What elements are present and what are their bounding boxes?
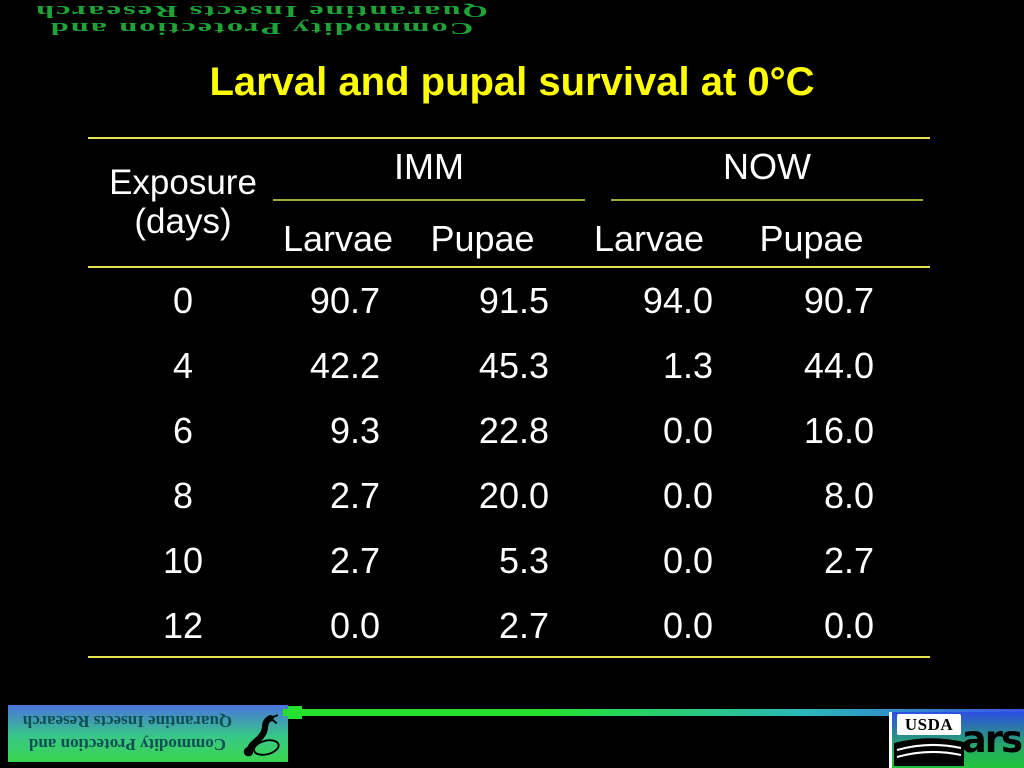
imm-pupae-cell: 20.0	[478, 475, 549, 516]
now-pupae-cell: 44.0	[803, 345, 874, 386]
now-larvae-cell: 0.0	[662, 540, 713, 581]
imm-larvae-cell: 90.7	[309, 280, 380, 321]
now-larvae-cell: 94.0	[642, 280, 713, 321]
exposure-cell: 12	[162, 605, 204, 646]
now-underline	[611, 199, 923, 201]
insect-logo-icon	[243, 714, 280, 757]
now-larvae-cell: 0.0	[662, 475, 713, 516]
now-pupae-cell: 90.7	[803, 280, 874, 321]
table-rows: 0 90.7 91.5 94.0 90.7 4 42.2 45.3 1.3 44…	[88, 268, 930, 658]
imm-larvae-header: Larvae	[282, 218, 394, 259]
table-row: 12 0.0 2.7 0.0 0.0	[88, 593, 930, 658]
now-pupae-cell: 8.0	[823, 475, 874, 516]
banner-line: Quarantine Insects Research	[22, 712, 233, 731]
slide-title: Larval and pupal survival at 0°C	[209, 60, 815, 104]
now-larvae-cell: 1.3	[662, 345, 713, 386]
now-pupae-cell: 2.7	[823, 540, 874, 581]
imm-pupae-cell: 91.5	[478, 280, 549, 321]
imm-pupae-cell: 2.7	[498, 605, 549, 646]
exposure-cell: 0	[172, 280, 194, 321]
table-row: 0 90.7 91.5 94.0 90.7	[88, 268, 930, 333]
table-row: 10 2.7 5.3 0.0 2.7	[88, 528, 930, 593]
exposure-cell: 8	[172, 475, 194, 516]
now-pupae-cell: 0.0	[823, 605, 874, 646]
now-larvae-cell: 0.0	[662, 410, 713, 451]
usda-field-swoosh-icon	[894, 738, 964, 766]
exposure-cell: 6	[172, 410, 194, 451]
now-pupae-cell: 16.0	[803, 410, 874, 451]
imm-pupae-cell: 45.3	[478, 345, 549, 386]
now-pupae-header: Pupae	[759, 218, 864, 259]
top-banner-artifact: Commodity Protection and Quarantine Inse…	[0, 0, 522, 38]
exposure-header-line2: (days)	[134, 202, 232, 241]
imm-larvae-cell: 2.7	[329, 475, 380, 516]
imm-pupae-cell: 5.3	[498, 540, 549, 581]
group-header-imm: IMM	[394, 146, 464, 187]
exposure-column-header: Exposure (days)	[88, 163, 278, 241]
usda-logo-text: USDA	[904, 715, 954, 734]
table-subheader-row: Larvae Pupae Larvae Pupae	[88, 210, 930, 268]
table-bottom-rule	[88, 656, 930, 658]
imm-larvae-cell: 9.3	[329, 410, 380, 451]
group-header-now: NOW	[723, 146, 811, 187]
survival-table: Exposure (days) IMM NOW Larvae Pupae Lar…	[88, 137, 930, 658]
spacer-cell	[88, 210, 278, 268]
table-top-rule	[88, 137, 930, 139]
exposure-cell: 4	[172, 345, 194, 386]
ars-logo-text: ars	[961, 718, 1023, 761]
artifact-line: Quarantine Insects Research	[34, 2, 488, 21]
imm-underline	[273, 199, 585, 201]
usda-logo: USDA	[897, 714, 961, 735]
table-row: 8 2.7 20.0 0.0 8.0	[88, 463, 930, 528]
usda-ars-logo: USDA ars	[889, 712, 1024, 768]
imm-larvae-cell: 2.7	[329, 540, 380, 581]
artifact-line: Commodity Protection and	[48, 19, 474, 38]
imm-larvae-cell: 0.0	[329, 605, 380, 646]
program-banner: Commodity Protection and Quarantine Inse…	[8, 705, 288, 762]
exposure-cell: 10	[162, 540, 204, 581]
table-row: 6 9.3 22.8 0.0 16.0	[88, 398, 930, 463]
now-larvae-header: Larvae	[593, 218, 705, 259]
table-row: 4 42.2 45.3 1.3 44.0	[88, 333, 930, 398]
imm-pupae-header: Pupae	[430, 218, 535, 259]
imm-pupae-cell: 22.8	[478, 410, 549, 451]
program-banner-text: Commodity Protection and Quarantine Inse…	[10, 710, 245, 756]
banner-line: Commodity Protection and	[28, 735, 227, 754]
imm-larvae-cell: 42.2	[309, 345, 380, 386]
now-larvae-cell: 0.0	[662, 605, 713, 646]
header-divider-rule	[88, 266, 930, 268]
exposure-header-line1: Exposure	[109, 163, 257, 202]
footer-gradient-line	[283, 709, 1024, 716]
